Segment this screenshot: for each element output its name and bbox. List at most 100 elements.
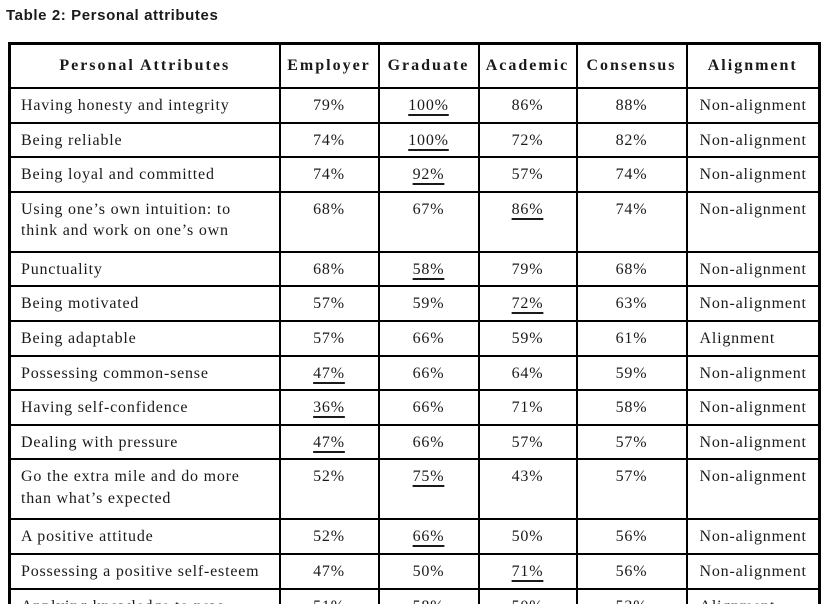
alignment-value: Non-alignment [699, 97, 807, 114]
consensus-cell: 88% [575, 87, 688, 124]
alignment-cell: Non-alignment [685, 552, 821, 590]
consensus-value: 58% [615, 399, 648, 417]
table-row: Being reliable 74% 100% 72% 82% Non-alignment [8, 121, 821, 159]
employer-cell: 36% [278, 389, 380, 426]
alignment-cell: Non-alignment [685, 156, 821, 193]
consensus-cell: 56% [575, 518, 688, 555]
table-row: Go the extra mile and do more than what’… [8, 458, 821, 521]
consensus-value: 57% [615, 468, 648, 486]
employer-value: 47% [313, 364, 345, 382]
employer-cell: 79% [278, 87, 380, 124]
graduate-value: 100% [408, 131, 449, 149]
graduate-value: 66% [412, 329, 445, 347]
alignment-cell: Alignment [685, 587, 821, 604]
employer-cell: 51% [278, 587, 380, 604]
employer-value: 52% [313, 528, 345, 546]
consensus-value: 88% [615, 97, 648, 114]
alignment-cell: Non-alignment [685, 121, 821, 159]
alignment-value: Non-alignment [699, 295, 807, 313]
attribute-cell: Go the extra mile and do more than what’… [8, 458, 281, 521]
graduate-value: 58% [413, 598, 445, 604]
academic-cell: 86% [477, 87, 578, 124]
attribute-value: Being motivated [21, 295, 140, 313]
table-row: Having honesty and integrity 79% 100% 86% 88… [8, 87, 821, 124]
academic-cell: 72% [477, 121, 578, 159]
table-row: A positive attitude 52% 66% 50% 56% Non-align… [8, 518, 821, 555]
attribute-cell: Using one’s own intuition: to think and … [8, 190, 281, 253]
graduate-value: 66% [412, 528, 445, 546]
graduate-cell: 66% [377, 389, 480, 426]
alignment-value: Non-alignment [699, 399, 807, 417]
employer-value: 74% [313, 131, 345, 149]
graduate-value: 66% [412, 399, 445, 417]
alignment-cell: Non-alignment [685, 190, 821, 253]
academic-cell: 71% [477, 389, 578, 426]
alignment-value: Non-alignment [699, 260, 807, 278]
employer-cell: 74% [278, 121, 380, 159]
employer-value: 47% [313, 433, 345, 451]
employer-value: 57% [313, 295, 345, 313]
academic-value: 59% [511, 329, 544, 347]
consensus-value: 68% [615, 260, 648, 278]
academic-cell: 50% [477, 587, 578, 604]
academic-value: 79% [511, 260, 544, 278]
graduate-cell: 67% [377, 190, 480, 253]
consensus-value: 53% [616, 598, 648, 604]
attribute-cell: Having honesty and integrity [8, 87, 281, 124]
employer-value: 51% [313, 598, 345, 604]
consensus-cell: 74% [575, 156, 688, 193]
graduate-value: 50% [412, 562, 445, 580]
academic-value: 72% [511, 295, 544, 313]
employer-value: 36% [313, 399, 345, 417]
attribute-value: Possessing common-sense [21, 364, 209, 382]
alignment-cell: Non-alignment [685, 285, 821, 322]
consensus-value: 74% [615, 166, 648, 184]
graduate-value: 100% [408, 97, 449, 114]
academic-cell: 86% [477, 190, 578, 253]
employer-value: 68% [313, 260, 345, 278]
table-body: Having honesty and integrity 79% 100% 86% 88… [8, 87, 821, 604]
consensus-cell: 57% [575, 458, 688, 521]
header-graduate: Graduate [377, 42, 480, 89]
academic-value: 86% [511, 97, 544, 114]
academic-value: 50% [511, 528, 544, 546]
academic-cell: 64% [477, 354, 578, 392]
academic-value: 71% [511, 562, 544, 580]
attribute-cell: Being reliable [8, 121, 281, 159]
academic-cell: 59% [477, 319, 578, 357]
employer-cell: 47% [278, 423, 380, 461]
attribute-value: Punctuality [21, 260, 103, 278]
table-row: Possessing common-sense 47% 66% 64% 59% Non-a… [8, 354, 821, 392]
employer-value: 79% [313, 97, 345, 114]
consensus-cell: 53% [575, 587, 688, 604]
employer-cell: 57% [278, 285, 380, 322]
attribute-cell: Having self-confidence [8, 389, 281, 426]
table-row: Dealing with pressure 47% 66% 57% 57% Non-ali… [8, 423, 821, 461]
alignment-value: Alignment [699, 329, 776, 347]
alignment-cell: Non-alignment [685, 458, 821, 521]
employer-cell: 57% [278, 319, 380, 357]
consensus-value: 82% [615, 131, 648, 149]
academic-value: 72% [511, 131, 544, 149]
consensus-value: 56% [615, 562, 648, 580]
academic-value: 71% [511, 399, 544, 417]
attribute-value: Go the extra mile and do more than what’… [21, 468, 240, 507]
attribute-value: Applying knowledge to new situations [21, 598, 223, 604]
alignment-value: Non-alignment [699, 131, 807, 149]
attribute-cell: Possessing common-sense [8, 354, 281, 392]
graduate-cell: 66% [377, 319, 480, 357]
header-employer: Employer [278, 42, 380, 89]
header-alignment: Alignment [685, 42, 821, 89]
academic-value: 57% [511, 433, 544, 451]
consensus-value: 74% [615, 200, 648, 218]
graduate-value: 66% [412, 364, 445, 382]
consensus-cell: 74% [575, 190, 688, 253]
academic-cell: 79% [477, 250, 578, 288]
alignment-value: Non-alignment [699, 200, 807, 218]
consensus-cell: 56% [575, 552, 688, 590]
consensus-value: 56% [615, 528, 648, 546]
alignment-value: Non-alignment [699, 364, 807, 382]
consensus-cell: 57% [575, 423, 688, 461]
alignment-value: Non-alignment [699, 528, 807, 546]
